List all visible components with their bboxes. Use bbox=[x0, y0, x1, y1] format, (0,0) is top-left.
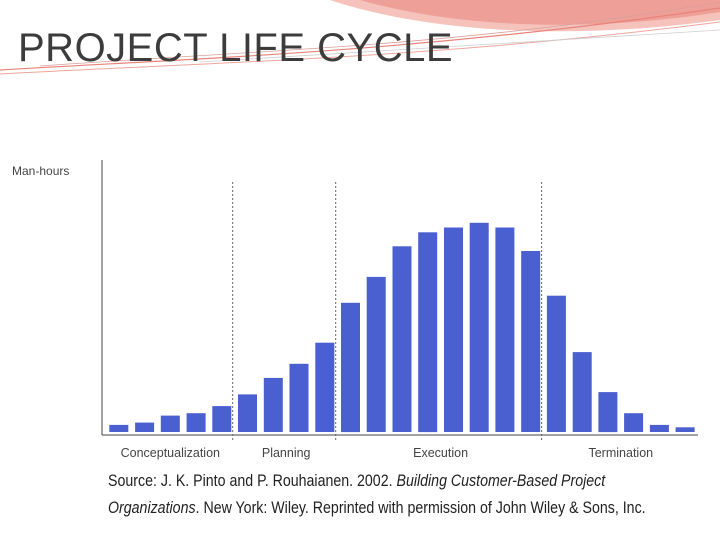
bar bbox=[572, 352, 592, 432]
bar bbox=[160, 415, 180, 432]
bar bbox=[521, 251, 541, 432]
bar bbox=[418, 232, 438, 433]
bar bbox=[135, 422, 155, 432]
bar bbox=[341, 302, 360, 433]
y-axis-label: Man-hours bbox=[12, 164, 69, 178]
bar bbox=[469, 222, 489, 432]
swoosh-line-2 bbox=[0, 21, 720, 75]
swoosh-line-1 bbox=[0, 7, 720, 71]
swoosh-fill-dark bbox=[360, 0, 720, 25]
project-life-cycle-chart: Man-hours Conceptualization Planning Execu… bbox=[12, 160, 698, 460]
source-citation: Source: J. K. Pinto and P. Rouhaianen. 2… bbox=[108, 468, 646, 522]
source-authors: Source: J. K. Pinto and P. Rouhaianen. 2… bbox=[108, 472, 397, 490]
bar bbox=[649, 424, 669, 432]
source-line-2: Organizations. New York: Wiley. Reprinte… bbox=[108, 495, 646, 522]
swoosh-line-4 bbox=[199, 29, 720, 63]
source-book-title-cont: Organizations bbox=[108, 499, 196, 517]
bar bbox=[598, 392, 618, 433]
bar bbox=[495, 227, 515, 432]
bar bbox=[212, 406, 232, 432]
bar bbox=[186, 413, 206, 432]
phase-label: Planning bbox=[262, 446, 311, 460]
source-book-title: Building Customer-Based Project bbox=[396, 472, 606, 490]
source-publisher: . New York: Wiley. Reprinted with permis… bbox=[195, 499, 646, 517]
bar bbox=[675, 427, 695, 432]
bar-series bbox=[109, 222, 695, 433]
bar bbox=[289, 363, 309, 432]
source-line-1: Source: J. K. Pinto and P. Rouhaianen. 2… bbox=[108, 468, 624, 495]
phase-label: Conceptualization bbox=[121, 446, 220, 460]
phase-label: Execution bbox=[413, 446, 468, 460]
slide-title: PROJECT LIFE CYCLE bbox=[18, 26, 454, 70]
phase-label: Termination bbox=[588, 446, 653, 460]
bar bbox=[238, 394, 257, 432]
bar bbox=[366, 276, 386, 432]
swoosh-line-3 bbox=[39, 1, 720, 67]
bar bbox=[109, 424, 129, 432]
bar bbox=[315, 342, 335, 432]
chart-labels: Conceptualization Planning Execution Termin… bbox=[121, 446, 654, 460]
bar bbox=[624, 413, 644, 432]
phase-dividers bbox=[232, 182, 543, 441]
chart-axes: Man-hours bbox=[12, 160, 698, 436]
bar bbox=[444, 227, 463, 432]
bar bbox=[263, 377, 283, 432]
bar bbox=[546, 295, 566, 432]
bar bbox=[392, 246, 412, 432]
decorative-header-swoosh bbox=[0, 0, 720, 75]
